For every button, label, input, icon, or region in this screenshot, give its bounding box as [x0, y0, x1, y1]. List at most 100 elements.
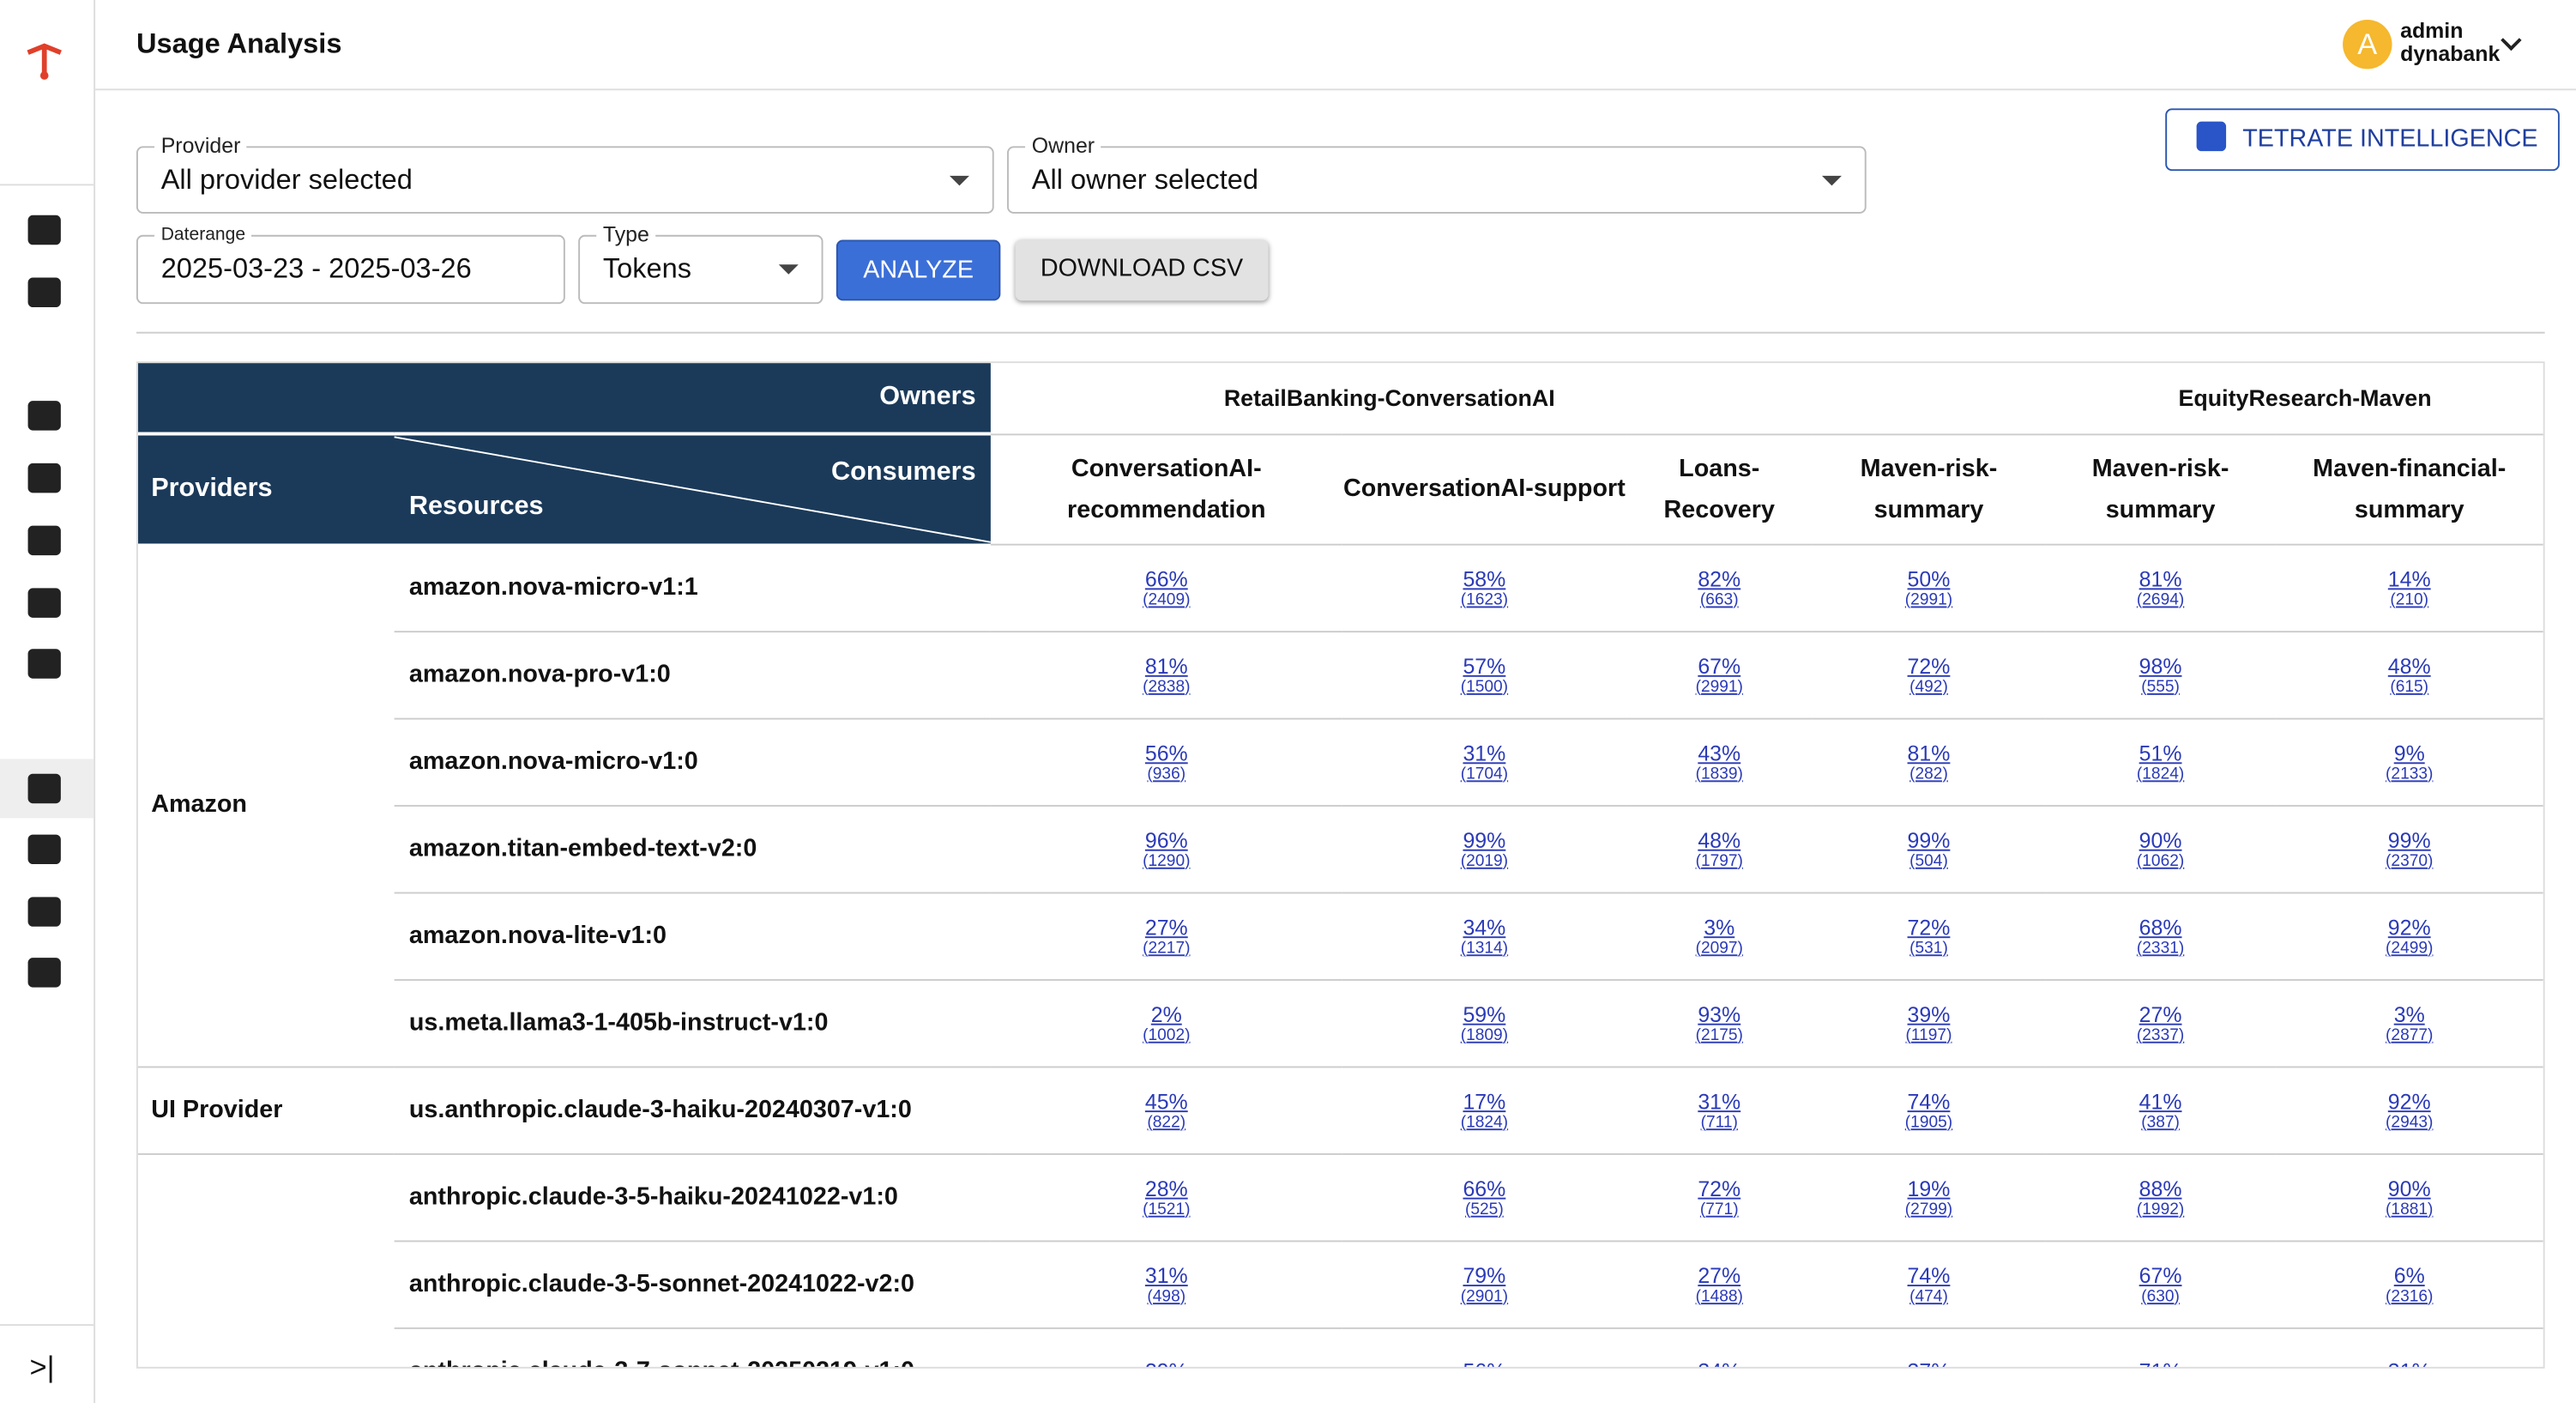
count-link[interactable]: (387) [2141, 1113, 2180, 1132]
percent-link[interactable]: 59% [1463, 1001, 1506, 1026]
percent-link[interactable]: 56% [1144, 740, 1188, 765]
count-link[interactable]: (1824) [1460, 1113, 1509, 1132]
count-link[interactable]: (1500) [1460, 677, 1509, 696]
percent-link[interactable]: 58% [1463, 565, 1506, 591]
percent-link[interactable]: 81% [1907, 740, 1951, 765]
count-link[interactable]: (1521) [1143, 1200, 1191, 1219]
nav-icon[interactable] [27, 588, 61, 618]
count-link[interactable]: (2991) [1904, 590, 1953, 609]
count-link[interactable]: (822) [1147, 1113, 1186, 1132]
chevron[interactable] [2501, 29, 2522, 51]
percent-link[interactable]: 66% [1463, 1175, 1506, 1200]
percent-link[interactable]: 79% [1463, 1262, 1506, 1288]
user-menu[interactable]: admin dynabank [2400, 19, 2500, 66]
count-link[interactable]: (1905) [1904, 1113, 1953, 1132]
count-link[interactable]: (1062) [2136, 851, 2185, 870]
percent-link[interactable]: 81% [1144, 653, 1188, 678]
percent-link[interactable]: 31% [1144, 1262, 1188, 1288]
count-link[interactable]: (2838) [1143, 677, 1191, 696]
count-link[interactable]: (663) [1699, 590, 1739, 609]
count-link[interactable]: (1809) [1460, 1025, 1509, 1044]
percent-link[interactable]: 93% [1698, 1001, 1741, 1026]
percent-link[interactable]: 27% [1698, 1262, 1741, 1288]
count-link[interactable]: (1623) [1460, 590, 1509, 609]
count-link[interactable]: (1839) [1695, 765, 1743, 783]
count-link[interactable]: (2409) [1143, 590, 1191, 609]
count-link[interactable]: (555) [2141, 677, 2180, 696]
percent-link[interactable]: 81% [2139, 565, 2182, 591]
nav-icon[interactable] [27, 834, 61, 865]
percent-link[interactable]: 56% [1342, 1358, 1626, 1367]
count-link[interactable]: (1992) [2136, 1200, 2185, 1219]
percent-link[interactable]: 90% [2387, 1175, 2431, 1200]
percent-link[interactable]: 67% [1698, 653, 1741, 678]
percent-link[interactable]: 96% [1144, 826, 1188, 852]
percent-link[interactable]: 82% [1698, 565, 1741, 591]
percent-link[interactable]: 98% [2139, 653, 2182, 678]
percent-link[interactable]: 48% [2387, 653, 2431, 678]
nav-icon[interactable] [27, 277, 61, 308]
count-link[interactable]: (2133) [2386, 765, 2434, 783]
avatar[interactable]: A [2343, 19, 2392, 70]
percent-link[interactable]: 9% [2393, 740, 2425, 765]
percent-link[interactable]: 92% [2387, 914, 2431, 940]
percent-link[interactable]: 6% [2393, 1262, 2425, 1288]
nav-icon[interactable] [27, 215, 61, 245]
percent-link[interactable]: 31% [1463, 740, 1506, 765]
count-link[interactable]: (1197) [1905, 1025, 1952, 1044]
count-link[interactable]: (771) [1699, 1200, 1739, 1219]
count-link[interactable]: (2877) [2386, 1025, 2434, 1044]
percent-link[interactable]: 34% [1626, 1358, 1812, 1367]
provider-select[interactable]: Provider All provider selected [136, 133, 994, 214]
daterange-input[interactable]: Daterange 2025-03-23 - 2025-03-26 [136, 225, 565, 305]
count-link[interactable]: (1797) [1695, 851, 1743, 870]
count-link[interactable]: (1314) [1460, 939, 1509, 958]
count-link[interactable]: (1290) [1143, 851, 1191, 870]
nav-icon[interactable] [27, 401, 61, 431]
expand-icon[interactable]: >| [29, 1350, 55, 1384]
type-select[interactable]: Type Tokens [578, 221, 823, 305]
count-link[interactable]: (1002) [1143, 1025, 1191, 1044]
percent-link[interactable]: 27% [2139, 1001, 2182, 1026]
percent-link[interactable]: 27% [1144, 914, 1188, 940]
count-link[interactable]: (711) [1700, 1113, 1738, 1132]
percent-link[interactable]: 31% [2276, 1358, 2543, 1367]
percent-link[interactable]: 39% [1907, 1001, 1951, 1026]
count-link[interactable]: (2991) [1695, 677, 1743, 696]
percent-link[interactable]: 50% [1907, 565, 1951, 591]
count-link[interactable]: (492) [1909, 677, 1948, 696]
count-link[interactable]: (1704) [1460, 765, 1509, 783]
percent-link[interactable]: 3% [2393, 1001, 2425, 1026]
percent-link[interactable]: 14% [2387, 565, 2431, 591]
percent-link[interactable]: 99% [1463, 826, 1506, 852]
count-link[interactable]: (630) [2141, 1287, 2180, 1306]
count-link[interactable]: (936) [1147, 765, 1186, 783]
count-link[interactable]: (498) [1147, 1287, 1186, 1306]
count-link[interactable]: (2901) [1460, 1287, 1509, 1306]
percent-link[interactable]: 88% [2139, 1175, 2182, 1200]
count-link[interactable]: (210) [2390, 590, 2429, 609]
count-link[interactable]: (615) [2390, 677, 2429, 696]
count-link[interactable]: (2337) [2136, 1025, 2185, 1044]
percent-link[interactable]: 57% [1463, 653, 1506, 678]
ai-button[interactable]: TETRATE INTELLIGENCE [2165, 108, 2560, 172]
percent-link[interactable]: 74% [1907, 1262, 1951, 1288]
nav-icon[interactable] [27, 463, 61, 493]
percent-link[interactable]: 41% [2139, 1088, 2182, 1114]
percent-link[interactable]: 71% [2046, 1358, 2276, 1367]
percent-link[interactable]: 68% [2139, 914, 2182, 940]
count-link[interactable]: (2316) [2386, 1287, 2434, 1306]
percent-link[interactable]: 17% [1463, 1088, 1506, 1114]
percent-link[interactable]: 43% [1698, 740, 1741, 765]
percent-link[interactable]: 72% [1907, 914, 1951, 940]
percent-link[interactable]: 72% [1907, 653, 1951, 678]
nav-icon[interactable] [27, 773, 61, 804]
percent-link[interactable]: 72% [1698, 1175, 1741, 1200]
percent-link[interactable]: 28% [1144, 1175, 1188, 1200]
count-link[interactable]: (531) [1909, 939, 1948, 958]
percent-link[interactable]: 19% [1907, 1175, 1951, 1200]
count-link[interactable]: (2331) [2136, 939, 2185, 958]
count-link[interactable]: (1881) [2386, 1200, 2434, 1219]
count-link[interactable]: (1488) [1695, 1287, 1743, 1306]
count-link[interactable]: (2370) [2386, 851, 2434, 870]
